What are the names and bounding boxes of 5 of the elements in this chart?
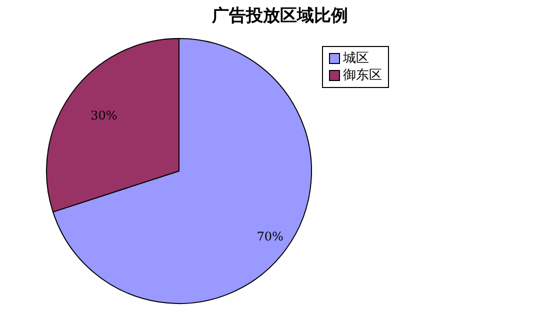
data-label: 30% — [90, 108, 118, 123]
legend-label: 御东区 — [343, 67, 382, 84]
data-label: 70% — [256, 229, 284, 244]
legend-label: 城区 — [343, 50, 369, 67]
chart-title: 广告投放区域比例 — [210, 5, 349, 27]
